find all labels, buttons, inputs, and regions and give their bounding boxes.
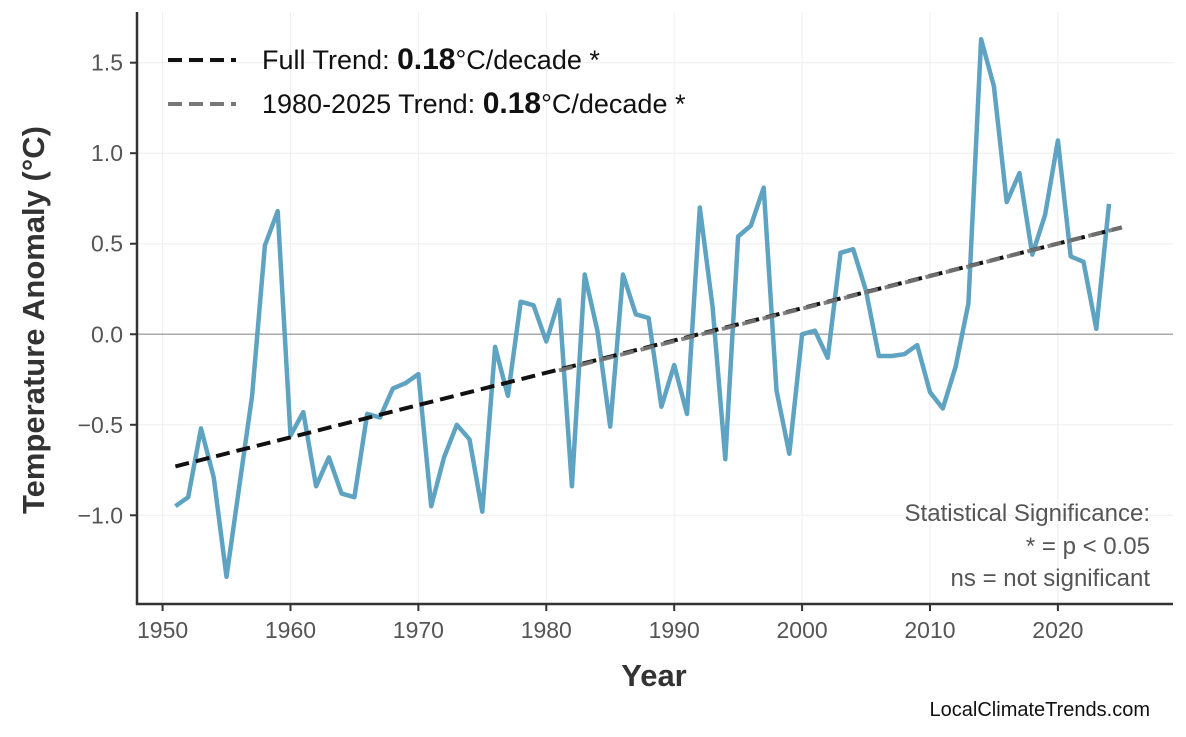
legend-label-full-trend: Full Trend: 0.18°C/decade * [262,43,600,76]
x-tick-label: 2010 [904,617,955,643]
note-line-1: Statistical Significance: [905,500,1150,527]
y-tick-label: 0.0 [91,321,123,347]
legend-label-1980-trend: 1980-2025 Trend: 0.18°C/decade * [262,87,686,120]
y-tick-label: −0.5 [78,412,123,438]
x-axis-label: Year [621,658,687,693]
y-tick-label: 1.0 [91,140,123,166]
watermark: LocalClimateTrends.com [930,699,1150,721]
x-tick-label: 1950 [137,617,188,643]
x-tick-label: 2020 [1032,617,1083,643]
trend-lines [174,225,1123,469]
x-tick-label: 1970 [393,617,444,643]
legend: Full Trend: 0.18°C/decade * 1980-2025 Tr… [168,43,686,120]
x-tick-label: 2000 [777,617,828,643]
trend-line-1980-2025 [558,225,1123,373]
x-tick-label: 1960 [265,617,316,643]
significance-note: Statistical Significance: * = p < 0.05 n… [905,500,1151,592]
y-ticks: −1.0 −0.5 0.0 0.5 1.0 1.5 [78,50,137,528]
note-line-3: ns = not significant [951,565,1151,592]
y-tick-label: −1.0 [78,502,123,528]
series-group [174,36,1112,580]
y-tick-label: 1.5 [91,50,123,76]
y-axis-label: Temperature Anomaly (°C) [16,126,51,514]
x-tick-label: 1980 [521,617,572,643]
x-ticks: 1950 1960 1970 1980 1990 2000 2010 2020 [137,604,1083,643]
x-tick-label: 1990 [649,617,700,643]
temperature-anomaly-line [174,36,1112,580]
note-line-2: * = p < 0.05 [1026,533,1150,560]
y-tick-label: 0.5 [91,231,123,257]
